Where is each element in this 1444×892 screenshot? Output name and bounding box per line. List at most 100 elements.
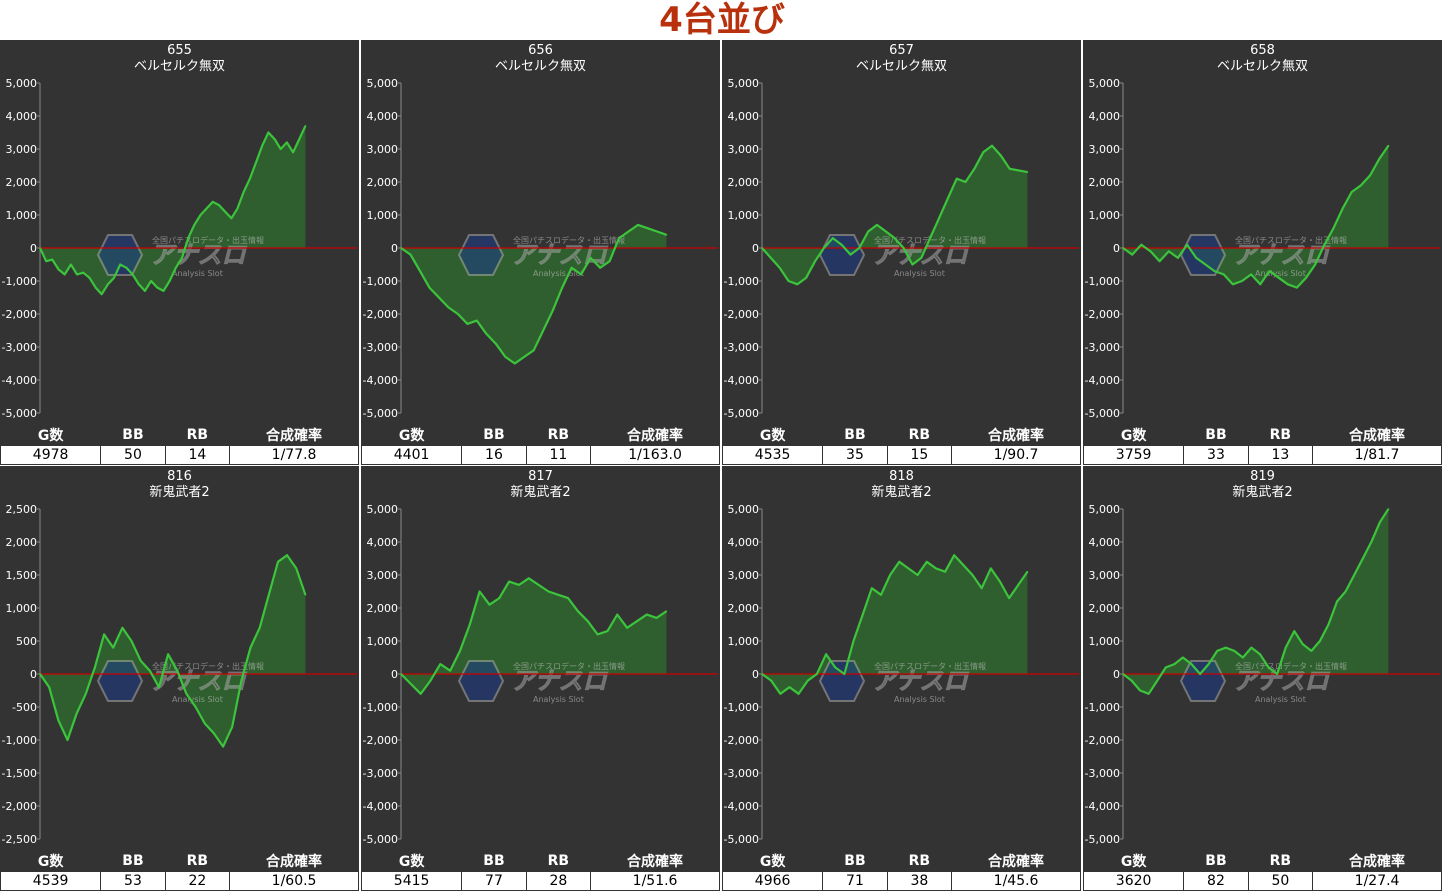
data-point	[1195, 257, 1197, 259]
data-point	[82, 271, 84, 274]
data-point	[1186, 243, 1188, 246]
data-point	[156, 286, 159, 289]
data-point	[222, 745, 224, 748]
y-tick-label: 4,000	[728, 110, 760, 123]
data-point	[181, 257, 183, 259]
y-tick-label: -4,000	[1085, 374, 1120, 387]
data-point	[39, 247, 41, 249]
data-point	[85, 693, 87, 695]
data-point	[1323, 243, 1326, 246]
stat-games: 5415	[360, 871, 463, 891]
data-point	[1008, 168, 1011, 170]
data-point	[832, 237, 834, 239]
panel-header: 657 ベルセルク無双	[722, 43, 1081, 75]
data-point	[459, 650, 461, 652]
stat-rb: 15	[886, 445, 953, 465]
data-point	[1173, 663, 1176, 665]
data-point	[75, 712, 78, 715]
panel-header: 819 新鬼武者2	[1083, 469, 1442, 501]
stats-header: BB	[100, 850, 166, 872]
machine-number: 657	[889, 43, 914, 58]
data-point	[1017, 584, 1020, 586]
data-point	[1305, 276, 1307, 279]
y-tick-label: 1,000	[1089, 635, 1121, 648]
y-tick-label: 5,000	[1089, 77, 1121, 90]
data-point	[286, 554, 288, 556]
stat-rb: 50	[1247, 871, 1314, 891]
y-tick-label: -2,000	[363, 308, 398, 321]
stats-header: 合成確率	[590, 850, 720, 872]
y-tick-label: 3,000	[1089, 569, 1121, 582]
data-point	[1259, 653, 1261, 655]
machine-panel: 658 ベルセルク無双 5,000 4,000 3,000 2,000 1,000 0 -1,0…	[1082, 40, 1442, 465]
y-tick-label: -4,000	[363, 800, 398, 813]
stat-rate: 1/51.6	[590, 871, 720, 891]
data-point	[608, 260, 611, 262]
stats-header: 合成確率	[951, 850, 1081, 872]
y-tick-label: -1,000	[363, 275, 398, 288]
data-point	[94, 666, 96, 669]
area-fill	[1123, 509, 1389, 694]
data-point	[999, 580, 1001, 583]
panel-header: 818 新鬼武者2	[722, 469, 1081, 501]
y-tick-label: 2,000	[728, 602, 760, 615]
data-point	[618, 237, 620, 239]
data-point	[823, 247, 825, 249]
data-point	[1370, 541, 1373, 543]
data-point	[542, 329, 544, 332]
stat-bb: 71	[822, 871, 888, 891]
data-point	[107, 283, 109, 286]
data-point	[1140, 243, 1143, 246]
series-line	[39, 554, 307, 748]
data-point	[561, 286, 563, 289]
data-point	[193, 224, 196, 226]
y-tick-label: -2,000	[1085, 308, 1120, 321]
data-point	[1131, 253, 1133, 256]
stat-rate: 1/81.7	[1312, 445, 1442, 465]
series-line	[761, 554, 1029, 695]
panel-header: 817 新鬼武者2	[361, 469, 720, 501]
y-tick-label: -5,000	[1085, 407, 1120, 420]
data-point	[304, 125, 307, 127]
data-point	[1017, 169, 1020, 172]
y-tick-label: -2,000	[1085, 734, 1120, 747]
stat-rate: 1/27.4	[1312, 871, 1442, 891]
machine-panel: 819 新鬼武者2 5,000 4,000 3,000 2,000 1,000 0 -1,000…	[1082, 466, 1442, 891]
data-point	[428, 286, 431, 289]
data-point	[514, 362, 516, 365]
y-tick-label: 0	[391, 668, 398, 681]
machine-panel: 816 新鬼武者2 2,500 2,000 1,500 1,000 500 0 -500 -1,0…	[0, 466, 359, 891]
data-point	[504, 356, 507, 358]
data-point	[580, 273, 582, 276]
data-point	[1267, 666, 1270, 669]
data-point	[557, 594, 560, 596]
data-point	[286, 141, 288, 144]
data-point	[469, 623, 471, 626]
y-tick-label: 3,000	[367, 569, 399, 582]
machine-panel: 818 新鬼武者2 5,000 4,000 3,000 2,000 1,000 0 -1,000…	[721, 466, 1081, 891]
data-point	[1353, 574, 1355, 576]
svg-text:Analysis Slot: Analysis Slot	[894, 695, 945, 704]
data-point	[840, 243, 843, 246]
data-point	[1287, 283, 1289, 286]
data-point	[1387, 508, 1390, 510]
stats-header: BB	[100, 424, 166, 446]
data-point	[57, 268, 60, 271]
data-point	[1222, 273, 1225, 276]
stats-header: 合成確率	[1312, 850, 1442, 872]
stat-games: 4966	[721, 871, 824, 891]
data-point	[646, 613, 648, 616]
data-point	[292, 151, 294, 154]
data-point	[485, 333, 488, 335]
svg-text:アナスロ: アナスロ	[872, 241, 970, 269]
data-point	[94, 286, 97, 289]
stats-header: G数	[721, 424, 824, 446]
data-point	[447, 306, 450, 309]
data-point	[167, 653, 169, 655]
svg-text:アナスロ: アナスロ	[511, 667, 609, 695]
y-tick-label: -2,000	[724, 734, 759, 747]
data-point	[1165, 666, 1167, 669]
stats-header: 合成確率	[951, 424, 1081, 446]
